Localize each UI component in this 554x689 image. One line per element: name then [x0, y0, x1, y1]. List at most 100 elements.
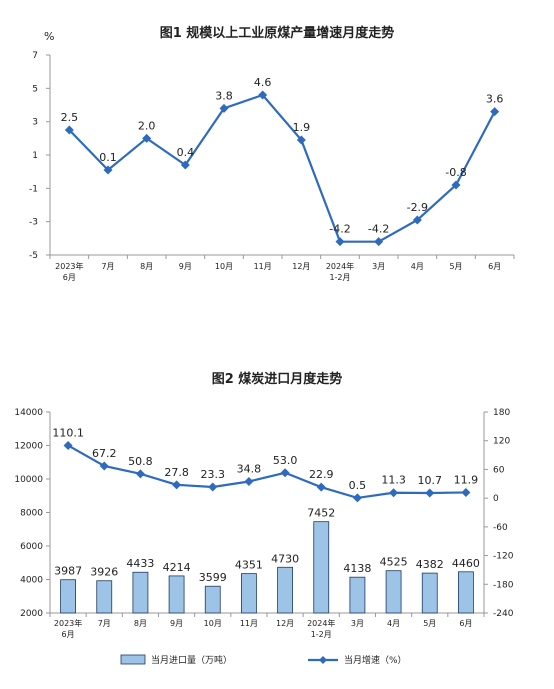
chart2-bar [132, 571, 149, 614]
chart1-x-tick-label: 4月 [411, 262, 424, 271]
chart2-right-tick-label: 0 [493, 494, 499, 504]
chart2-right-tick-label: -180 [493, 580, 514, 590]
chart1-x-tick-label: 11月 [254, 262, 272, 271]
chart2-left-tick-label: 2000 [20, 609, 43, 619]
chart2-bar [96, 580, 113, 614]
chart1-y-tick-label: 3 [32, 118, 38, 128]
chart2-x-tick-label: 12月 [276, 619, 294, 628]
chart2-x-tick-label: 10月 [204, 619, 222, 628]
chart1-x-tick-label: 8月 [140, 262, 153, 271]
chart1-data-label: 4.6 [254, 76, 272, 89]
chart2-x-tick-label: 6月 [62, 630, 75, 639]
chart1-x-tick-label: 10月 [215, 262, 233, 271]
chart2-x-tick-label: 11月 [240, 619, 258, 628]
chart2-legend-line-marker [319, 656, 327, 664]
chart2-right-tick-label: 120 [493, 437, 510, 447]
chart2-line-label: 110.1 [52, 426, 84, 439]
chart2-growth-line [67, 444, 466, 500]
chart2-bar-label: 7452 [307, 507, 335, 520]
chart2-x-tick-label: 2023年 [54, 618, 82, 628]
chart1-x-tick-label: 7月 [101, 262, 114, 271]
chart2-bar-label: 4433 [126, 557, 154, 570]
chart1-data-point [412, 215, 422, 225]
chart1-data-point [64, 125, 74, 135]
chart2-x-tick-label: 4月 [387, 619, 400, 628]
chart2-line-point [208, 482, 218, 492]
chart1-data-label: -0.8 [445, 166, 466, 179]
chart2-right-tick-label: -120 [493, 552, 514, 562]
chart2-x-tick-label: 9月 [170, 619, 183, 628]
chart2-bar [241, 573, 257, 614]
chart2-x-tick-label: 3月 [351, 619, 364, 628]
chart2-left-tick-label: 10000 [14, 475, 43, 485]
chart2-line-label: 11.9 [454, 473, 479, 486]
chart2-line-point [135, 469, 145, 479]
chart2-x-tick-label: 6月 [459, 619, 472, 628]
chart1-y-tick-label: 5 [32, 84, 38, 94]
chart2-bar-label: 4351 [235, 559, 263, 572]
chart1-data-point [296, 135, 306, 145]
chart1-data-point [258, 90, 268, 100]
chart2-left-tick-label: 6000 [20, 542, 43, 552]
chart1-y-tick-label: -1 [29, 184, 38, 194]
chart2-bar-label: 4214 [163, 561, 191, 574]
chart1-y-unit: % [44, 30, 54, 43]
chart1-data-point [335, 237, 345, 247]
chart1-data-point [180, 160, 190, 170]
chart2-bar [168, 575, 185, 614]
chart2-left-tick-label: 8000 [20, 509, 43, 519]
chart2-line-point [389, 488, 399, 498]
chart1-x-tick-label: 12月 [292, 262, 310, 271]
chart1-data-point [142, 133, 152, 143]
chart2-x-tick-label: 5月 [423, 619, 436, 628]
chart2-line-label: 53.0 [273, 454, 298, 467]
chart2-x-tick-label: 1-2月 [311, 630, 332, 639]
chart1-data-point [374, 237, 384, 247]
chart1-data-label: 2.0 [138, 119, 156, 132]
chart1-data-point [103, 165, 113, 175]
chart2-legend-bar-swatch [120, 654, 146, 665]
chart1-data-label: 0.4 [177, 146, 195, 159]
chart1-y-tick-label: 7 [32, 51, 38, 61]
chart2-bar-label: 3987 [54, 565, 82, 578]
chart1-x-tick-label: 6月 [63, 273, 76, 282]
chart2-x-tick-label: 7月 [98, 619, 111, 628]
chart1-x-tick-label: 2023年 [55, 261, 83, 271]
chart1-data-label: 1.9 [293, 121, 311, 134]
chart2-bar-label: 4382 [416, 558, 444, 571]
chart2-line-label: 22.9 [309, 468, 334, 481]
chart1-data-label: 3.8 [215, 89, 233, 102]
chart2-right-tick-label: -240 [493, 609, 514, 619]
chart2-line-label: 27.8 [164, 466, 189, 479]
chart1-data-point [219, 103, 229, 113]
chart2-bar [60, 579, 76, 614]
chart2-legend-line-label: 当月增速（%） [344, 654, 407, 666]
chart2-line-point [63, 440, 73, 450]
chart2-line-label: 0.5 [349, 479, 367, 492]
chart2-bar-label: 3599 [199, 571, 227, 584]
chart2-bar [458, 571, 474, 614]
chart2-line-label: 10.7 [418, 474, 443, 487]
chart1-data-label: -4.2 [329, 223, 350, 236]
chart1-data-label: 2.5 [61, 111, 79, 124]
chart1-x-tick-label: 3月 [372, 262, 385, 271]
chart2-line-label: 11.3 [381, 474, 406, 487]
chart2-line-label: 23.3 [201, 468, 226, 481]
chart2-title: 图2 煤炭进口月度走势 [211, 372, 343, 387]
chart1-data-label: 0.1 [99, 151, 117, 164]
chart2-bar [277, 566, 293, 614]
chart2-line-label: 34.8 [237, 462, 262, 475]
chart2-right-tick-label: -60 [493, 523, 508, 533]
chart1-data-point [451, 180, 461, 190]
chart2-left-tick-label: 12000 [14, 442, 43, 452]
chart1-title: 图1 规模以上工业原煤产量增速月度走势 [159, 26, 395, 41]
chart1-x-tick-label: 5月 [449, 262, 462, 271]
chart2-bar [204, 585, 221, 614]
chart2-line-point [425, 488, 435, 498]
chart1-x-tick-label: 9月 [179, 262, 192, 271]
chart2-bar-label: 4138 [343, 562, 371, 575]
chart1-y-tick-label: 1 [32, 151, 38, 161]
chart2-line-point [461, 487, 471, 497]
chart2-bar [385, 570, 402, 614]
chart2-left-tick-label: 14000 [14, 408, 43, 418]
